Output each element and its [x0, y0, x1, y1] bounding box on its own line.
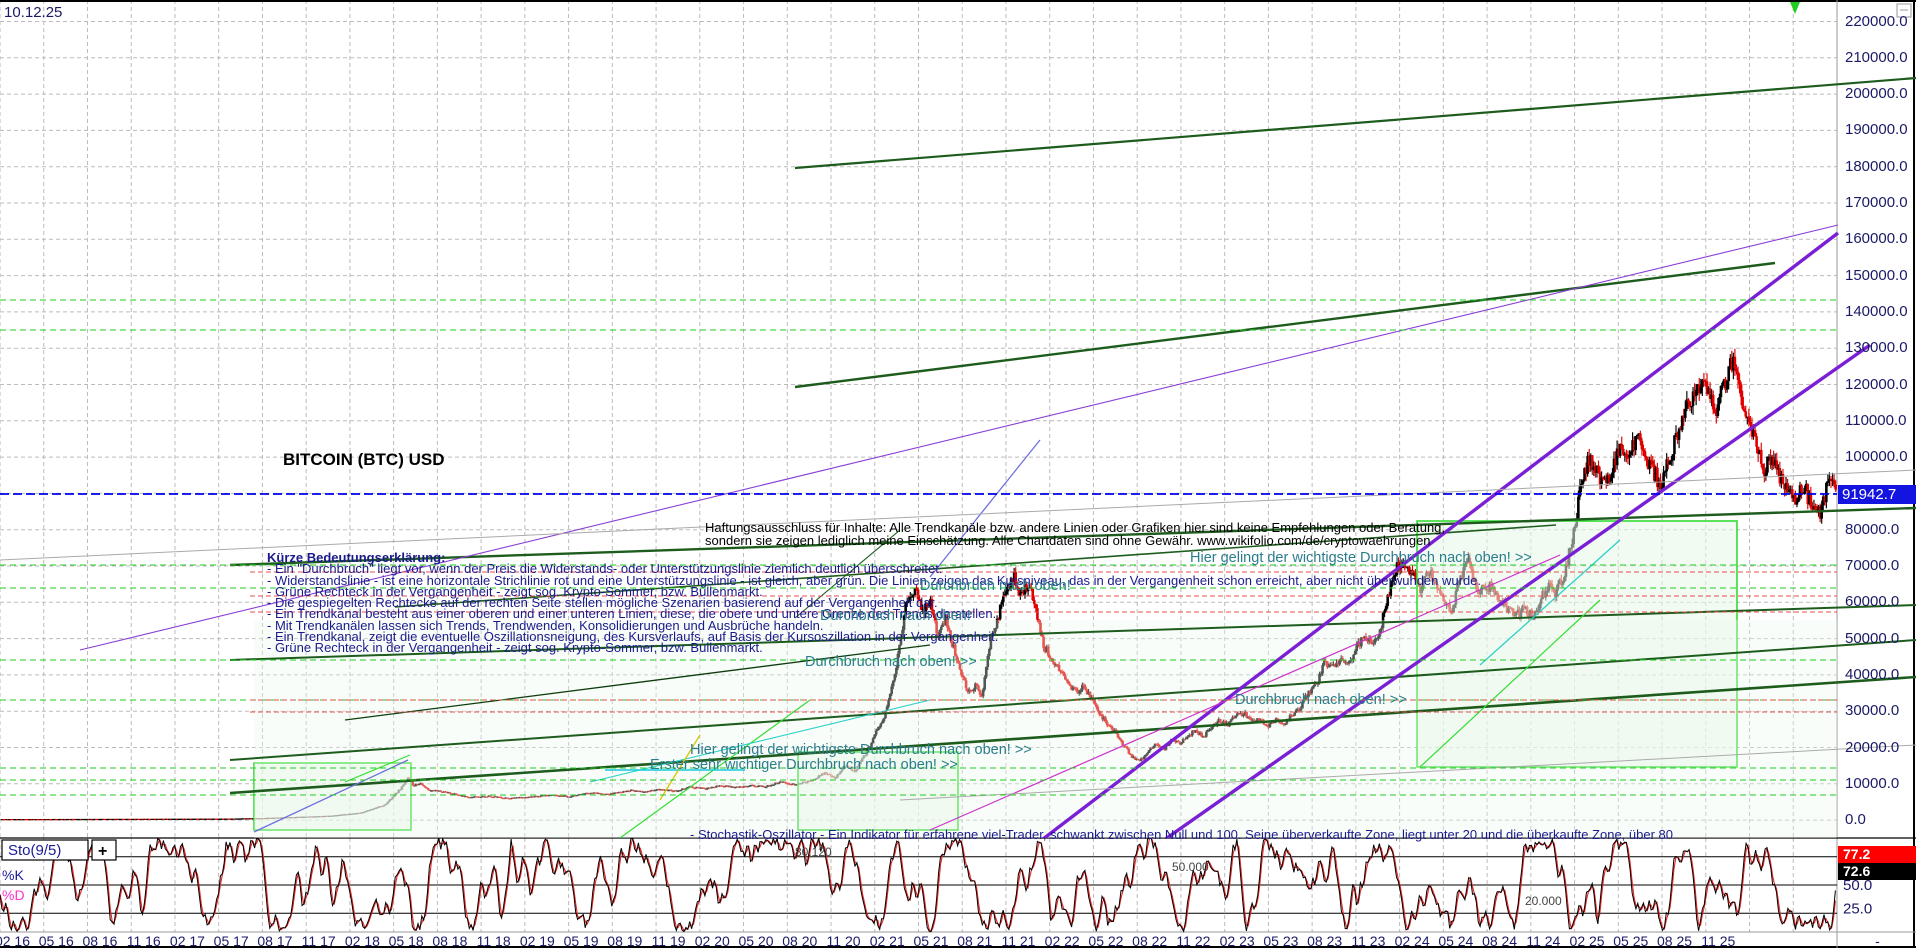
svg-text:50.0: 50.0 — [1843, 877, 1872, 894]
svg-text:%D: %D — [2, 887, 25, 903]
svg-text:80.120: 80.120 — [795, 845, 832, 859]
svg-text:%K: %K — [2, 867, 24, 883]
svg-text:+: + — [98, 843, 107, 860]
svg-text:25.0: 25.0 — [1843, 901, 1872, 918]
svg-text:20.000: 20.000 — [1525, 894, 1562, 908]
svg-text:50.000: 50.000 — [1172, 860, 1209, 874]
svg-text:77.2: 77.2 — [1843, 846, 1870, 862]
svg-text:Sto(9/5): Sto(9/5) — [8, 842, 61, 859]
